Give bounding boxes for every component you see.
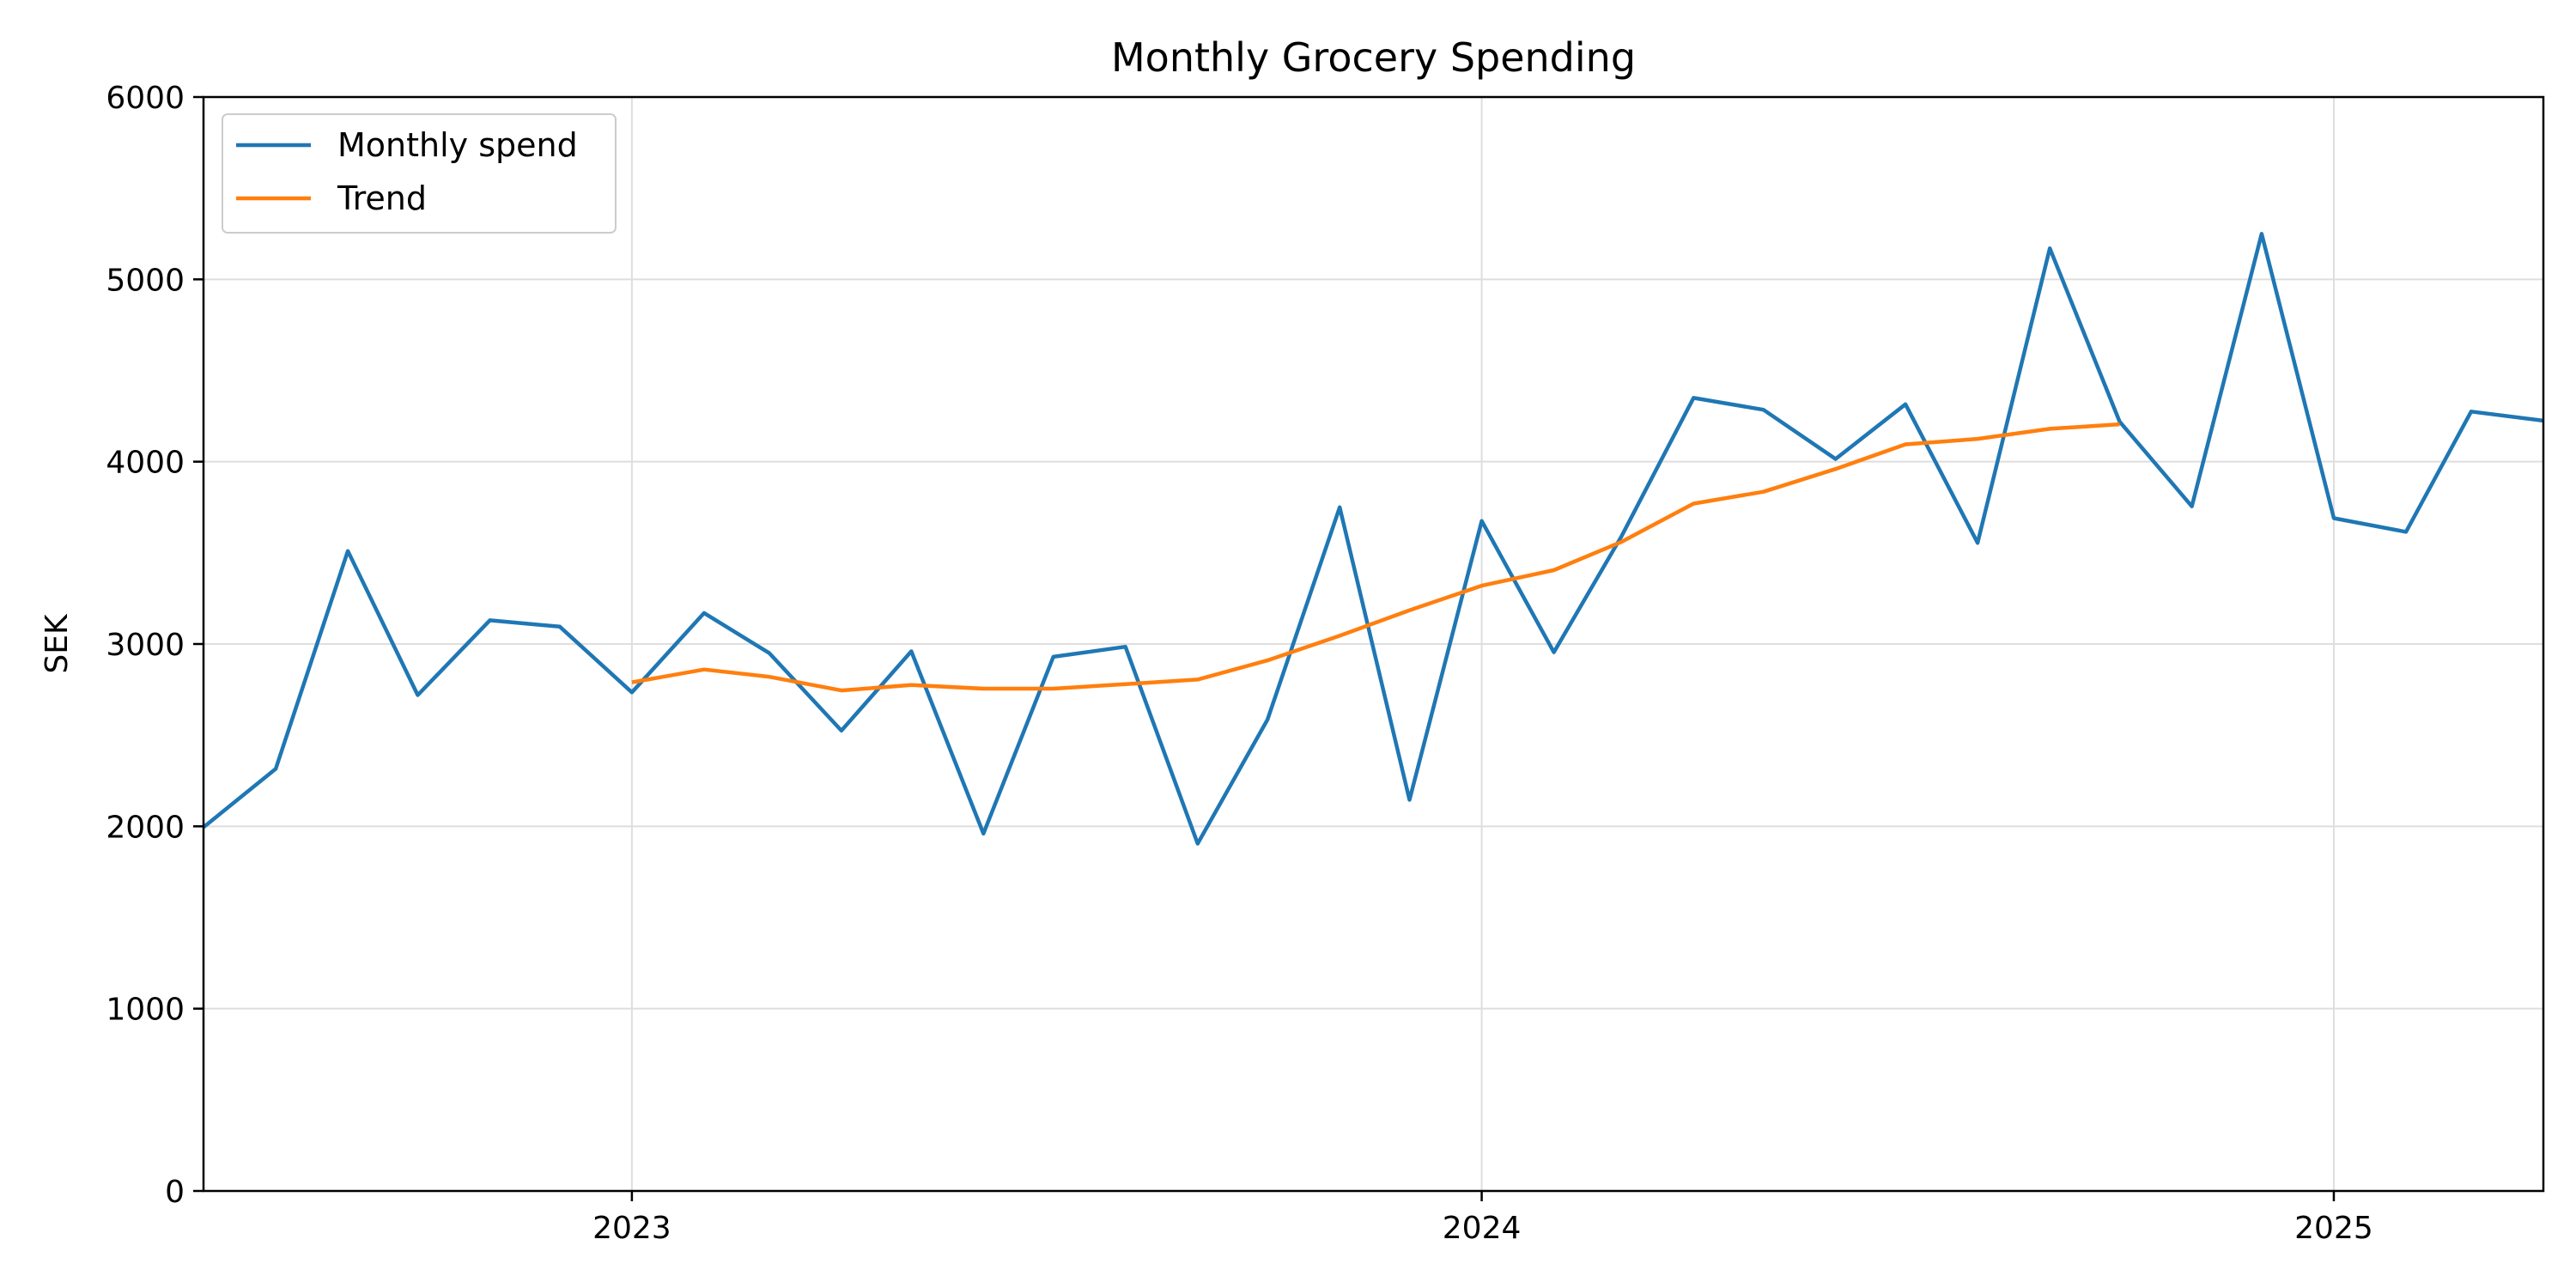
legend: Monthly spend Trend: [222, 113, 617, 234]
y-tick-label: 2000: [106, 810, 185, 845]
series-line-monthly-spend: [204, 232, 2543, 846]
x-tick-label: 2024: [1443, 1211, 1522, 1246]
series-line-trend: [631, 422, 2120, 693]
y-tick-label: 0: [165, 1175, 185, 1210]
y-tick-label: 3000: [106, 628, 185, 663]
chart-title: Monthly Grocery Spending: [1111, 34, 1636, 81]
y-tick-label: 5000: [106, 263, 185, 298]
y-axis-label: SEK: [39, 613, 75, 674]
legend-box: [222, 113, 617, 234]
legend-label: Monthly spend: [337, 126, 578, 164]
x-tick-label: 2023: [592, 1211, 671, 1246]
legend-label: Trend: [337, 179, 427, 217]
x-tick-label: 2025: [2294, 1211, 2373, 1246]
y-tick-label: 6000: [106, 81, 185, 116]
y-tick-label: 4000: [106, 446, 185, 481]
y-tick-label: 1000: [106, 993, 185, 1028]
axis-ticks: 0 1000 2000 3000 4000 5000 6000 2023 2024 2025: [106, 81, 2372, 1246]
series-layer: [204, 232, 2543, 846]
